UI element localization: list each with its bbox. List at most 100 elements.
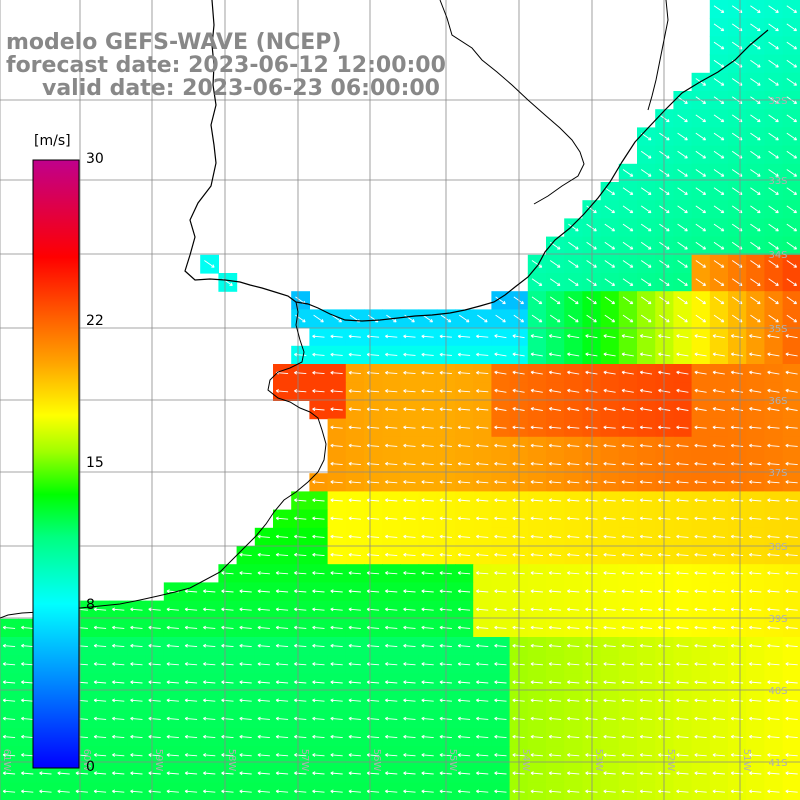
wind-arrow [93,734,107,739]
wind-arrow [694,734,707,739]
wind-arrow [585,388,598,393]
wind-arrow [275,534,289,539]
wind-arrow [239,680,252,685]
wind-arrow [330,334,343,339]
wind-arrow [21,753,34,757]
wind-arrow [676,406,689,411]
wind-arrow [348,407,361,412]
wind-arrow [312,480,325,484]
wind-arrow [639,734,653,739]
wind-arrow [585,498,598,503]
wind-arrow [677,205,688,214]
wind-cell [782,36,800,56]
wind-arrow [640,314,652,323]
wind-arrow [93,789,107,794]
wind-arrow [348,461,361,466]
wind-arrow [385,716,398,721]
wind-arrow [494,352,507,357]
wind-arrow [768,23,779,32]
wind-arrow [530,480,543,484]
wind-arrow [694,607,707,612]
colorbar-unit: [m/s] [34,133,71,149]
wind-arrow [221,607,234,612]
wind-arrow [204,260,215,268]
wind-arrow [786,41,798,50]
wind-arrow [403,516,416,521]
wind-arrow [257,680,270,685]
wind-arrow [567,406,580,411]
wind-arrow [348,607,361,612]
wind-arrow [366,589,380,594]
wind-arrow [239,643,252,648]
wind-arrow [695,205,707,214]
wind-arrow [585,625,598,630]
wind-arrow [476,753,489,757]
wind-arrow [677,150,688,159]
wind-arrow [749,406,762,411]
wind-arrow [166,662,179,666]
wind-arrow [385,698,398,703]
wind-arrow [494,425,507,430]
wind-arrow [257,552,270,557]
wind-arrow [749,334,762,339]
wind-arrow [476,680,489,685]
wind-arrow [275,753,289,757]
wind-arrow [567,352,580,357]
wind-arrow [621,425,634,430]
wind-arrow [2,643,16,648]
wind-arrow [730,552,744,557]
wind-arrow [730,352,744,357]
wind-arrow [712,789,725,794]
lon-label: 56W [371,749,382,772]
wind-arrow [639,516,653,521]
wind-arrow [403,370,416,375]
wind-arrow [785,388,798,393]
wind-arrow [768,187,779,195]
wind-arrow [421,753,434,757]
wind-arrow [294,789,307,794]
wind-arrow [548,534,562,539]
wind-arrow [567,443,580,448]
wind-arrow [712,443,725,448]
wind-arrow [621,370,634,375]
wind-arrow [312,352,325,357]
wind-arrow [603,662,616,666]
wind-arrow [548,771,562,776]
wind-arrow [476,607,489,612]
wind-arrow [457,552,471,557]
wind-arrow [585,352,598,357]
wind-arrow [148,643,161,648]
wind-arrow [221,643,234,648]
wind-arrow [767,643,780,648]
wind-arrow [403,589,416,594]
wind-arrow [385,734,398,739]
wind-arrow [366,662,380,666]
wind-arrow [421,643,434,648]
wind-arrow [330,370,343,375]
wind-arrow [712,388,725,393]
wind-arrow [749,370,762,375]
wind-arrow [93,698,107,703]
wind-arrow [257,753,270,757]
wind-arrow [677,314,688,323]
wind-arrow [548,662,562,666]
wind-arrow [221,625,234,630]
wind-arrow [621,625,634,630]
wind-arrow [567,589,580,594]
wind-arrow [712,370,725,375]
wind-arrow [221,789,234,794]
wind-arrow [567,461,580,466]
wind-cell [782,200,800,219]
wind-arrow [676,789,689,794]
wind-arrow [184,789,198,794]
wind-arrow [476,516,489,521]
wind-arrow [403,534,416,539]
wind-arrow [330,662,343,666]
wind-arrow [749,680,762,685]
wind-arrow [730,662,744,666]
wind-arrow [548,461,562,466]
wind-arrow [366,407,380,412]
wind-arrow [750,78,761,86]
wind-arrow [184,643,198,648]
wind-arrow [785,480,798,484]
